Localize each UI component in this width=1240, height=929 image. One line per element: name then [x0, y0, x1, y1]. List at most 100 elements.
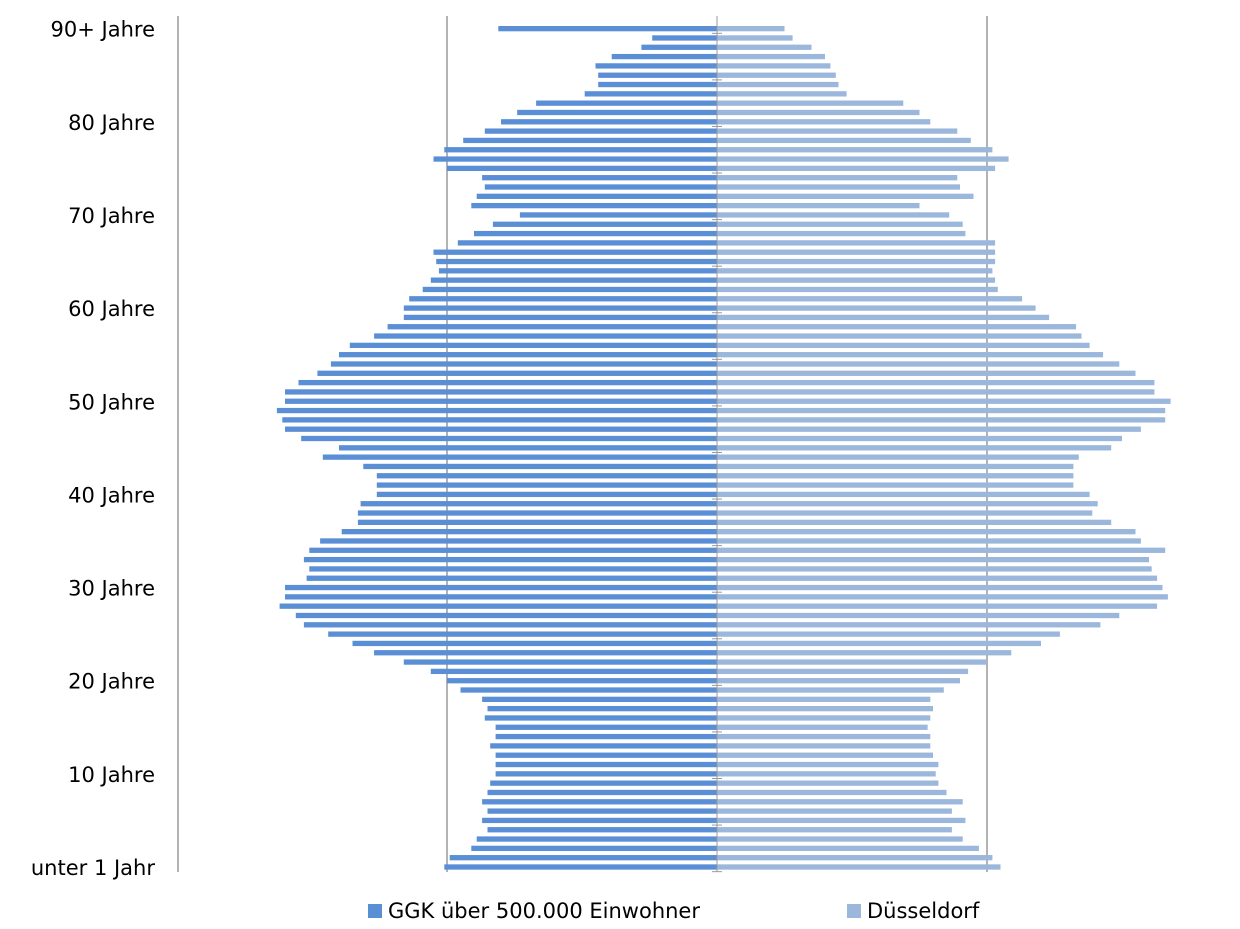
bar-ggk-age-49 — [276, 407, 717, 414]
bar-ggk-age-47 — [285, 426, 717, 432]
bar-ggk-age-10 — [495, 771, 717, 777]
bar-duesseldorf-age-16 — [717, 715, 931, 721]
bar-duesseldorf-age-25 — [717, 631, 1060, 637]
bar-duesseldorf-age-78 — [717, 137, 971, 144]
bar-duesseldorf-age-54 — [717, 361, 1120, 367]
y-tick-label-7: 70 Jahre — [68, 204, 155, 228]
bar-duesseldorf-age-2 — [717, 845, 979, 852]
bar-ggk-age-87 — [611, 53, 717, 60]
bar-duesseldorf-age-14 — [717, 733, 931, 740]
bar-ggk-age-14 — [495, 733, 717, 740]
bar-duesseldorf-age-29 — [717, 594, 1168, 600]
bar-ggk-age-9 — [490, 780, 717, 786]
bar-duesseldorf-age-50 — [717, 398, 1171, 404]
bar-ggk-age-6 — [487, 808, 717, 814]
legend-item-duesseldorf: Düsseldorf — [847, 899, 979, 923]
bar-duesseldorf-age-13 — [717, 743, 931, 749]
bar-ggk-age-67 — [457, 240, 717, 246]
bar-ggk-age-78 — [463, 137, 717, 144]
bar-duesseldorf-age-76 — [717, 156, 1009, 162]
legend-label-duesseldorf: Düsseldorf — [867, 899, 980, 923]
bar-ggk-age-85 — [598, 72, 717, 78]
y-tick-label-2: 20 Jahre — [68, 670, 155, 694]
bar-duesseldorf-age-9 — [717, 780, 939, 786]
bar-duesseldorf-age-24 — [717, 640, 1041, 647]
bar-duesseldorf-age-66 — [717, 249, 996, 255]
bar-duesseldorf-age-70 — [717, 212, 950, 218]
bar-duesseldorf-age-64 — [717, 268, 993, 274]
bar-ggk-age-75 — [447, 165, 717, 172]
bar-ggk-age-2 — [471, 845, 717, 852]
bar-ggk-age-26 — [303, 622, 717, 628]
bar-ggk-age-24 — [352, 640, 717, 647]
bar-duesseldorf-age-87 — [717, 53, 825, 60]
bar-ggk-age-46 — [301, 435, 717, 442]
bar-duesseldorf-age-35 — [717, 538, 1141, 544]
bar-ggk-age-88 — [641, 44, 717, 50]
bar-ggk-age-54 — [330, 361, 717, 367]
bar-ggk-age-4 — [487, 827, 717, 833]
bar-duesseldorf-age-51 — [717, 389, 1155, 395]
bar-ggk-age-66 — [433, 249, 717, 255]
bar-ggk-age-42 — [376, 473, 717, 479]
bar-ggk-age-55 — [339, 352, 717, 358]
bar-duesseldorf-age-36 — [717, 529, 1136, 535]
bar-duesseldorf-age-61 — [717, 296, 1023, 302]
bar-duesseldorf-age-63 — [717, 277, 996, 283]
bar-ggk-age-61 — [409, 296, 717, 302]
bar-ggk-age-51 — [285, 389, 717, 395]
bar-duesseldorf-age-28 — [717, 603, 1158, 609]
bar-ggk-age-73 — [484, 184, 717, 190]
bar-duesseldorf-age-12 — [717, 752, 933, 758]
y-tick-label-0: unter 1 Jahr — [31, 856, 155, 880]
bar-ggk-age-64 — [438, 268, 717, 274]
bar-ggk-age-58 — [387, 324, 717, 330]
bar-ggk-age-48 — [282, 417, 717, 423]
bar-duesseldorf-age-39 — [717, 501, 1098, 507]
bar-ggk-age-0 — [444, 864, 717, 870]
bar-duesseldorf-age-60 — [717, 305, 1036, 311]
bar-duesseldorf-age-30 — [717, 584, 1163, 591]
bar-duesseldorf-age-40 — [717, 491, 1090, 498]
bar-duesseldorf-age-17 — [717, 705, 933, 712]
bar-ggk-age-32 — [309, 566, 717, 572]
bar-duesseldorf-age-79 — [717, 128, 958, 134]
bar-duesseldorf-age-53 — [717, 370, 1136, 376]
y-tick-label-6: 60 Jahre — [68, 297, 155, 321]
bar-duesseldorf-age-26 — [717, 622, 1101, 628]
bar-duesseldorf-age-57 — [717, 333, 1082, 339]
bar-duesseldorf-age-85 — [717, 72, 836, 78]
bar-duesseldorf-age-68 — [717, 230, 966, 237]
bar-ggk-age-29 — [285, 594, 717, 600]
bar-ggk-age-57 — [374, 333, 717, 339]
bar-ggk-age-38 — [357, 510, 717, 516]
bar-duesseldorf-age-1 — [717, 855, 993, 861]
bar-ggk-age-90 — [498, 26, 717, 32]
bar-duesseldorf-age-5 — [717, 817, 966, 824]
bar-ggk-age-30 — [285, 584, 717, 591]
bar-ggk-age-44 — [322, 454, 717, 460]
bar-duesseldorf-age-86 — [717, 63, 831, 69]
axis-layer — [177, 16, 722, 873]
bar-ggk-age-40 — [376, 491, 717, 498]
bar-ggk-age-56 — [349, 342, 717, 349]
bar-ggk-age-18 — [482, 696, 717, 702]
bar-ggk-age-89 — [652, 35, 717, 41]
legend-item-ggk: GGK über 500.000 Einwohner — [368, 899, 700, 923]
bar-ggk-age-86 — [595, 63, 717, 69]
bar-duesseldorf-age-72 — [717, 193, 974, 199]
bar-ggk-age-8 — [487, 789, 717, 796]
y-tick-label-3: 30 Jahre — [68, 577, 155, 601]
bar-ggk-age-37 — [357, 519, 717, 525]
bar-ggk-age-84 — [598, 81, 717, 88]
bar-ggk-age-31 — [306, 575, 717, 581]
bar-ggk-age-34 — [309, 547, 717, 553]
y-tick-label-5: 50 Jahre — [68, 390, 155, 414]
bar-ggk-age-12 — [495, 752, 717, 758]
bar-ggk-age-69 — [492, 221, 717, 227]
bar-duesseldorf-age-0 — [717, 864, 1001, 870]
bar-duesseldorf-age-3 — [717, 836, 963, 842]
bar-ggk-age-7 — [482, 799, 717, 805]
bar-ggk-age-43 — [363, 463, 717, 470]
